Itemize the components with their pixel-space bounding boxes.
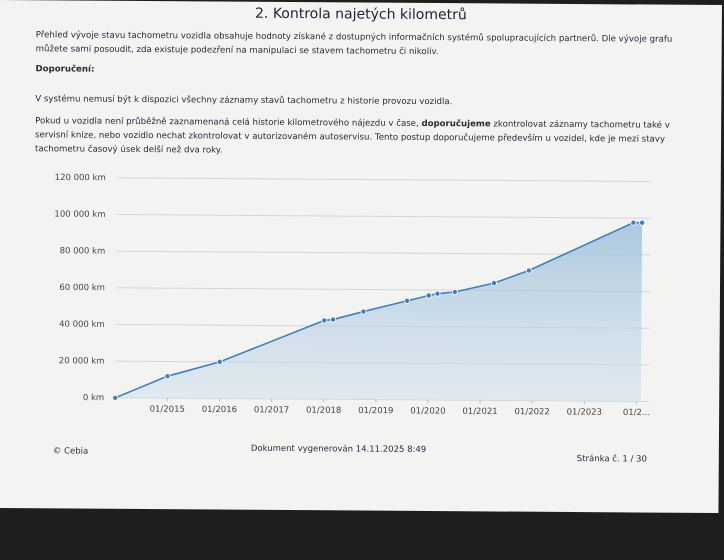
- y-tick-label: 0 km: [83, 393, 104, 403]
- heading: Doporučení:: [35, 64, 95, 75]
- data-point: [164, 373, 171, 380]
- data-point: [639, 219, 646, 226]
- footer-left: © Cebia: [52, 446, 89, 457]
- x-tick-label: 01/2021: [462, 407, 497, 417]
- emphasis: doporučujeme: [421, 118, 491, 130]
- y-tick-label: 80 000 km: [60, 246, 106, 256]
- text: Pokud u vozidla není průběžně zaznamenan…: [35, 116, 422, 129]
- y-tick-label: 20 000 km: [59, 356, 105, 366]
- data-point: [329, 316, 336, 323]
- data-point: [360, 308, 367, 315]
- line: [114, 221, 643, 399]
- data-point: [630, 219, 637, 226]
- x-tick-label: 01/2017: [254, 405, 289, 415]
- title: 2. Kontrola najetých kilometrů: [254, 5, 467, 24]
- x-tick-label: 01/2023: [567, 407, 602, 417]
- x-tick-label: 01/2...: [623, 408, 650, 418]
- y-tick-label: 120 000 km: [55, 173, 106, 183]
- x-tick-label: 01/2020: [410, 406, 445, 416]
- y-tick-label: 100 000 km: [54, 210, 105, 220]
- data-point: [525, 267, 532, 274]
- x-tick-label: 01/2022: [514, 407, 549, 417]
- data-point: [490, 280, 497, 287]
- grid-line: [116, 213, 651, 219]
- x-tick-label: 01/2015: [150, 405, 185, 415]
- document-page: 2. Kontrola najetých kilometrů Přehled v…: [0, 0, 722, 514]
- y-tick-label: 60 000 km: [59, 283, 105, 293]
- grid-line: [116, 250, 651, 256]
- footer-right: Stránka č. 1 / 30: [576, 454, 647, 465]
- data-point: [216, 358, 223, 365]
- y-tick-label: 40 000 km: [59, 320, 105, 330]
- paragraph: Přehled vývoje stavu tachometru vozidla …: [35, 30, 673, 58]
- x-tick-label: 01/2016: [202, 405, 237, 415]
- paragraph: V systému nemusí být k dispozici všechny…: [35, 94, 453, 108]
- x-tick-label: 01/2018: [306, 406, 341, 416]
- data-point: [451, 289, 458, 296]
- x-tick-label: 01/2019: [358, 406, 393, 416]
- data-point: [403, 297, 410, 304]
- data-point: [425, 292, 432, 299]
- data-point: [112, 394, 119, 401]
- paragraph: Pokud u vozidla není průběžně zaznamenan…: [35, 114, 675, 160]
- chart: 0 km 20 000 km 40 000 km 60 000 km 80 000 km…: [54, 173, 651, 418]
- footer-center: Dokument vygenerován 14.11.2025 8:49: [250, 443, 427, 455]
- data-point: [321, 317, 328, 324]
- grid-line: [116, 177, 651, 183]
- data-point: [434, 290, 441, 297]
- area: [115, 222, 643, 402]
